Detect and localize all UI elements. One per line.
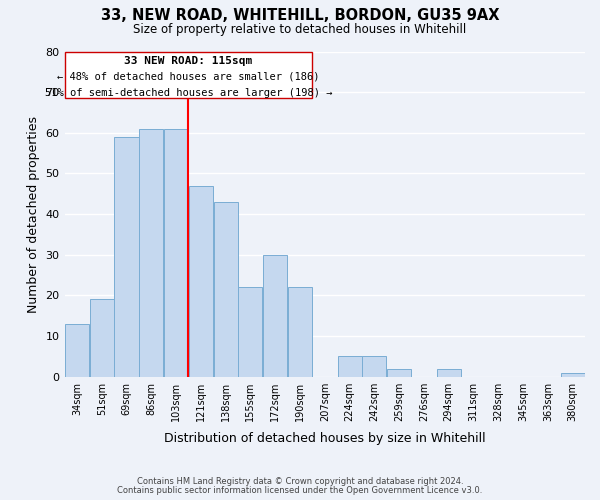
- Text: 33, NEW ROAD, WHITEHILL, BORDON, GU35 9AX: 33, NEW ROAD, WHITEHILL, BORDON, GU35 9A…: [101, 8, 499, 22]
- Text: Contains HM Land Registry data © Crown copyright and database right 2024.: Contains HM Land Registry data © Crown c…: [137, 477, 463, 486]
- Bar: [560, 372, 584, 376]
- Bar: [189, 186, 213, 376]
- Y-axis label: Number of detached properties: Number of detached properties: [27, 116, 40, 312]
- Bar: [164, 128, 188, 376]
- Bar: [362, 356, 386, 376]
- Bar: [263, 254, 287, 376]
- Text: ← 48% of detached houses are smaller (186): ← 48% of detached houses are smaller (18…: [57, 72, 320, 82]
- X-axis label: Distribution of detached houses by size in Whitehill: Distribution of detached houses by size …: [164, 432, 485, 445]
- Bar: [65, 324, 89, 376]
- Bar: [89, 300, 114, 376]
- Bar: [437, 368, 461, 376]
- Bar: [238, 287, 262, 376]
- Bar: [288, 287, 312, 376]
- Text: 51% of semi-detached houses are larger (198) →: 51% of semi-detached houses are larger (…: [45, 88, 332, 98]
- Bar: [115, 137, 139, 376]
- Text: 33 NEW ROAD: 115sqm: 33 NEW ROAD: 115sqm: [124, 56, 253, 66]
- Bar: [338, 356, 362, 376]
- FancyBboxPatch shape: [65, 52, 313, 98]
- Bar: [214, 202, 238, 376]
- Text: Size of property relative to detached houses in Whitehill: Size of property relative to detached ho…: [133, 22, 467, 36]
- Bar: [139, 128, 163, 376]
- Bar: [387, 368, 411, 376]
- Text: Contains public sector information licensed under the Open Government Licence v3: Contains public sector information licen…: [118, 486, 482, 495]
